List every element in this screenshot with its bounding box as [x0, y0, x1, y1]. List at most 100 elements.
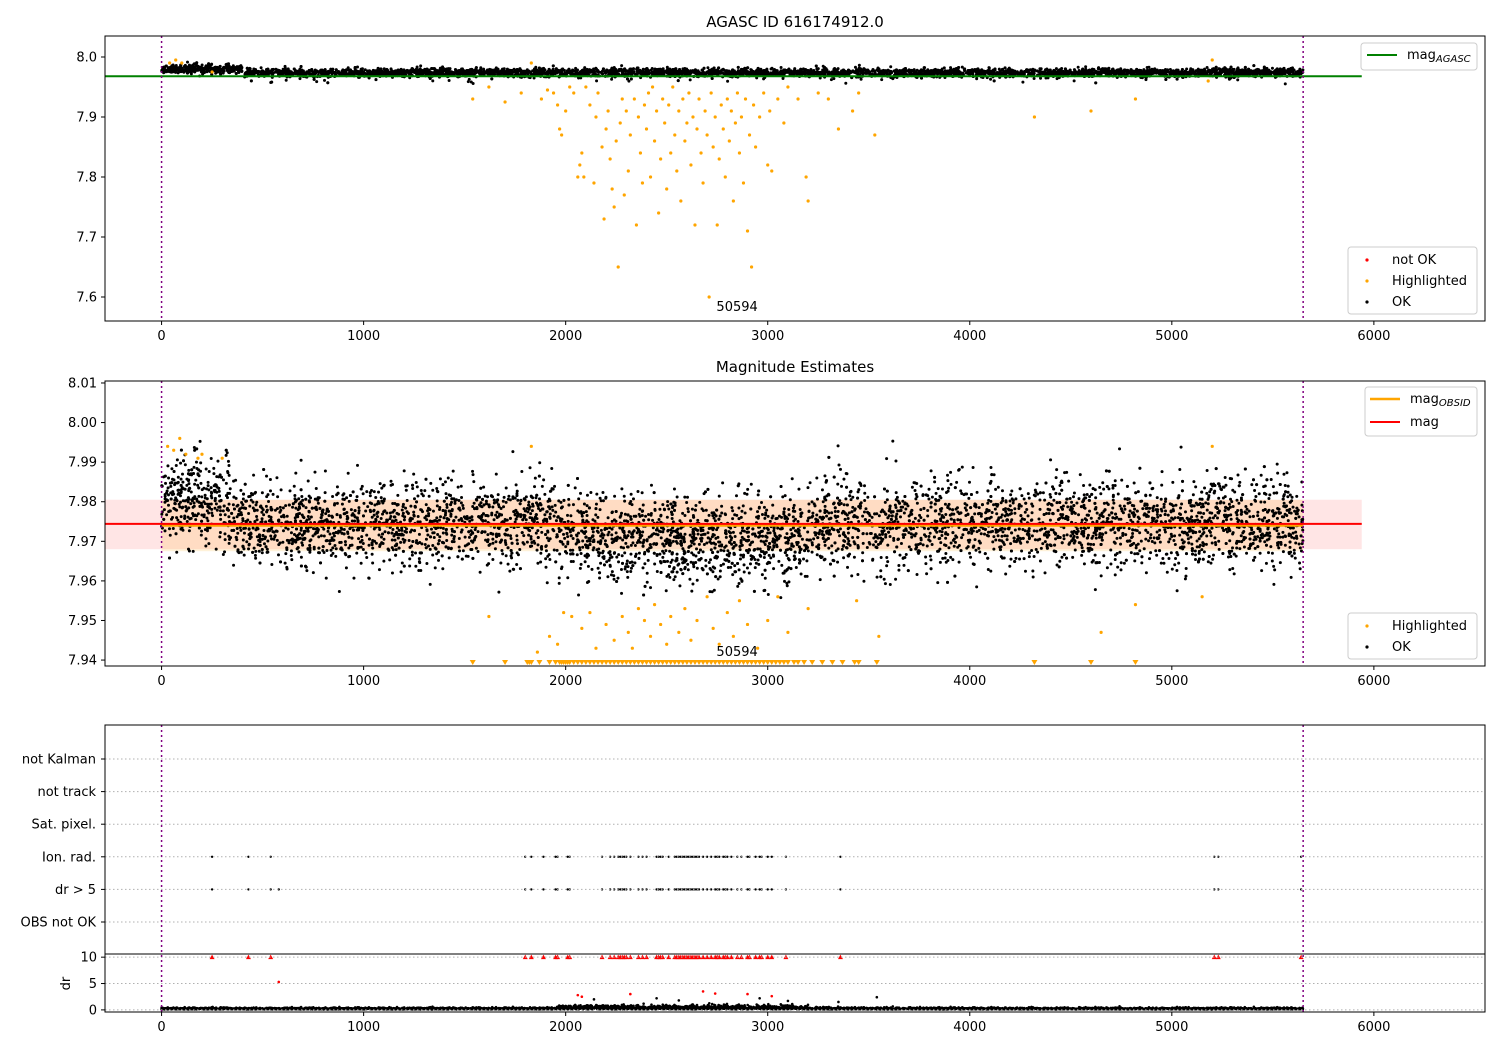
ok-point [1283, 71, 1287, 75]
ok-point [903, 67, 907, 71]
ok-point [1091, 67, 1095, 71]
ok-point [466, 80, 470, 84]
ok-point [873, 69, 877, 73]
ok-point [1252, 69, 1256, 73]
ok-point [857, 63, 861, 67]
ok-point [363, 68, 367, 72]
ok-point [736, 65, 740, 69]
ok-point [1223, 66, 1227, 70]
ok-point [594, 67, 598, 71]
ok-point [1180, 67, 1184, 71]
ok-point [218, 71, 222, 75]
ok-point [851, 69, 855, 73]
ok-point [948, 70, 952, 74]
ok-point [259, 66, 263, 70]
ok-point [1243, 65, 1247, 69]
ok-point [345, 68, 349, 72]
ok-point [182, 65, 186, 69]
ok-point [1229, 65, 1233, 69]
ok-point [1032, 77, 1036, 81]
ok-point [306, 71, 310, 75]
ok-point [249, 79, 253, 83]
ok-point [1021, 80, 1025, 84]
ok-point [966, 72, 970, 76]
ok-point [688, 78, 692, 82]
ok-point [237, 69, 241, 73]
ok-point [583, 66, 587, 70]
ok-point [271, 68, 275, 72]
ok-point [836, 67, 840, 71]
ok-point [1207, 68, 1211, 72]
ok-point [1236, 78, 1240, 82]
ok-point [626, 77, 630, 81]
ok-point [507, 68, 511, 72]
ok-point [479, 67, 483, 71]
ok-point [880, 78, 884, 82]
ok-point [475, 70, 479, 74]
ok-point [453, 68, 457, 72]
ok-point [1205, 65, 1209, 69]
ok-point [595, 79, 599, 83]
ok-point [770, 66, 774, 70]
ok-point [236, 67, 240, 71]
ok-point [433, 67, 437, 71]
ok-point [992, 79, 996, 83]
ok-point [256, 70, 260, 74]
ok-point [722, 72, 726, 76]
ok-point [185, 71, 189, 75]
ok-point [601, 72, 605, 76]
ok-point [1166, 68, 1170, 72]
ok-point [832, 77, 836, 81]
ok-point [1057, 68, 1061, 72]
ok-point [1178, 70, 1182, 74]
ok-point [389, 67, 393, 71]
ok-point [860, 71, 864, 75]
ok-point [592, 69, 596, 73]
ok-point [665, 71, 669, 75]
ok-point [234, 71, 238, 75]
ok-point [1014, 71, 1018, 75]
ok-point [1283, 82, 1287, 86]
ok-point [1147, 65, 1151, 69]
ok-point [617, 68, 621, 72]
ok-point [284, 78, 288, 82]
ok-point [383, 69, 387, 73]
ok-point [469, 80, 473, 84]
ok-point [187, 66, 191, 70]
ok-point [886, 68, 890, 72]
ok-point [1073, 69, 1077, 73]
ok-point [290, 71, 294, 75]
ok-point [940, 67, 944, 71]
ok-point [844, 81, 848, 85]
ok-point [447, 79, 451, 83]
ok-point [716, 72, 720, 76]
ok-point [1068, 68, 1072, 72]
ok-point [353, 65, 357, 69]
ok-point [650, 67, 654, 71]
panel-agasc-points [160, 58, 1305, 299]
ok-point [1164, 78, 1168, 82]
ok-point [706, 66, 710, 70]
ok-point [610, 77, 614, 81]
ok-point [1038, 68, 1042, 72]
ok-point [430, 66, 434, 70]
ok-point [527, 69, 531, 73]
panel-agasc-title: AGASC ID 616174912.0 [706, 13, 884, 31]
ok-point [963, 67, 967, 71]
ok-point [1270, 66, 1274, 70]
ok-point [287, 70, 291, 74]
ok-point [889, 65, 893, 69]
ok-point [1072, 79, 1076, 83]
ok-point [1087, 68, 1091, 72]
ok-point [186, 60, 190, 64]
ok-point [411, 67, 415, 71]
ok-point [738, 71, 742, 75]
ok-point [1224, 72, 1228, 76]
ok-point [185, 66, 189, 70]
ok-point [1185, 67, 1189, 71]
ok-point [448, 67, 452, 71]
ok-point [987, 66, 991, 70]
ok-point [270, 80, 274, 84]
ok-point [323, 78, 327, 82]
